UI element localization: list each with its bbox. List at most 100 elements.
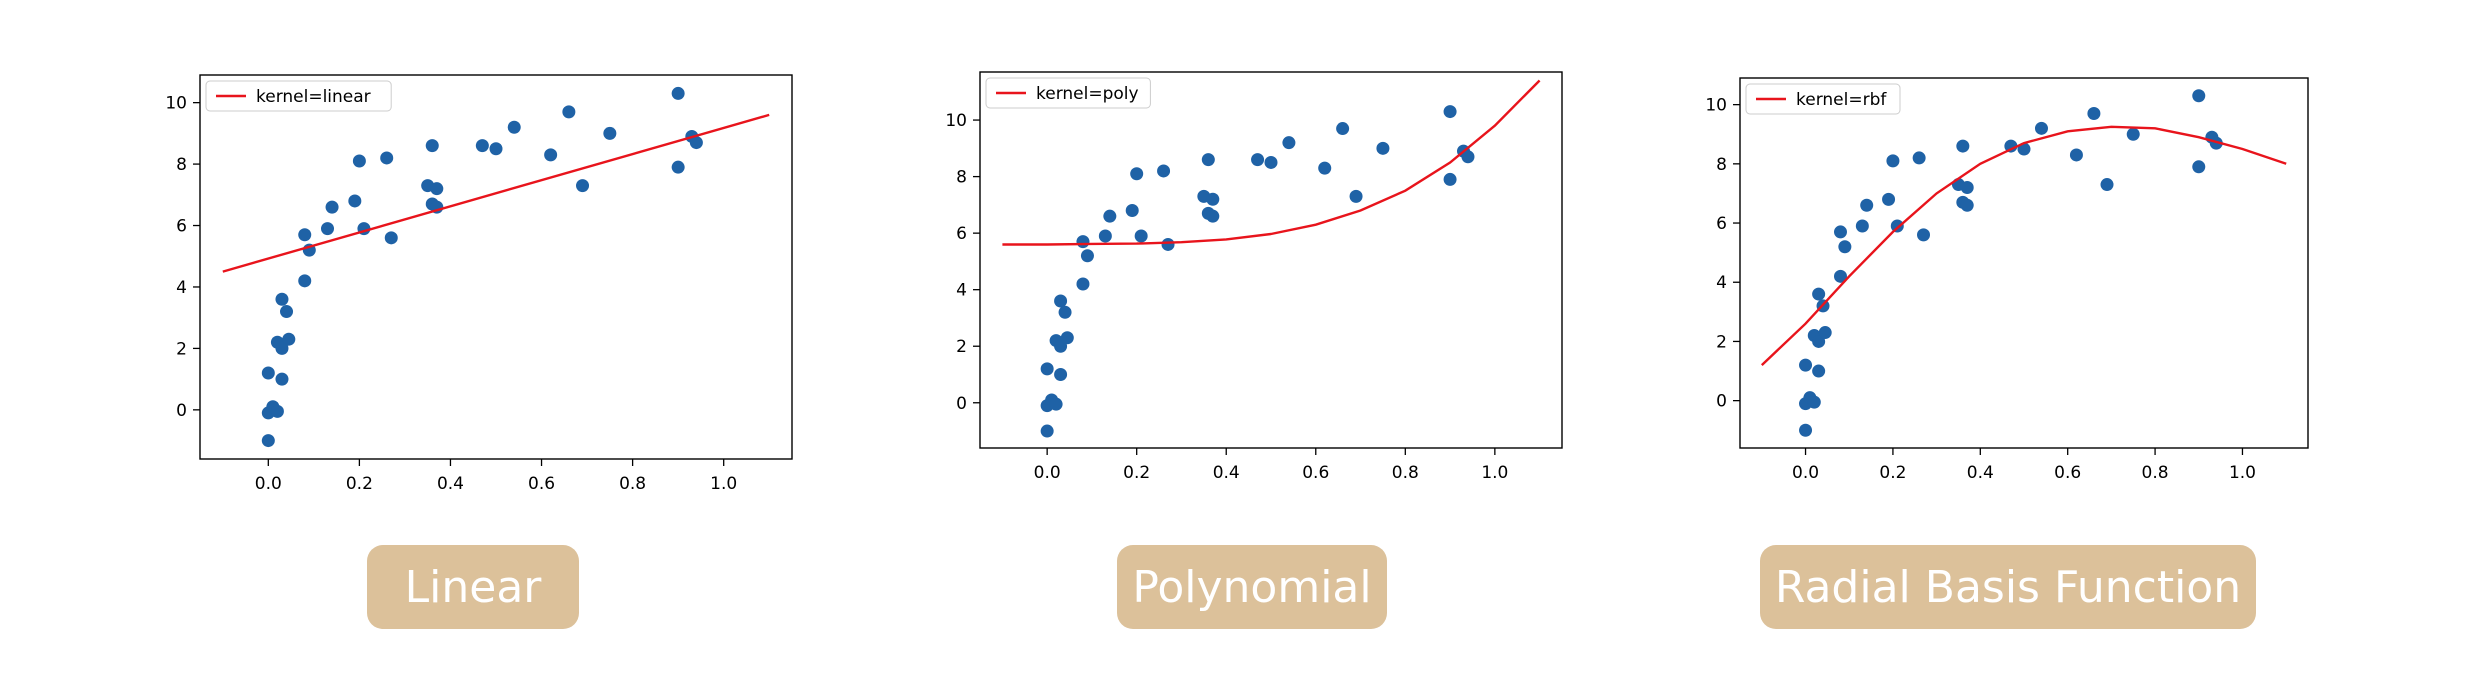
data-point — [1917, 228, 1931, 242]
data-point — [671, 160, 685, 174]
data-point — [1076, 277, 1090, 291]
data-point — [1130, 167, 1144, 181]
data-point — [1103, 209, 1117, 223]
data-point — [1376, 141, 1390, 155]
x-tick-label: 0.0 — [1034, 463, 1061, 483]
data-point — [1443, 105, 1457, 119]
data-point — [2192, 89, 2206, 103]
data-point — [1912, 151, 1926, 165]
data-point — [261, 366, 275, 380]
data-point — [270, 404, 284, 418]
axes-frame — [979, 71, 1563, 449]
data-point — [1206, 192, 1220, 206]
data-point — [325, 200, 339, 214]
x-tick-label: 0.4 — [437, 474, 464, 494]
data-point — [352, 154, 366, 168]
data-point — [1058, 305, 1072, 319]
data-point — [1040, 362, 1054, 376]
y-tick-label: 4 — [956, 281, 967, 301]
data-point — [298, 274, 312, 288]
y-tick-label: 10 — [945, 111, 967, 131]
y-tick-label: 10 — [1705, 96, 1727, 116]
data-point — [261, 434, 275, 448]
data-point — [384, 231, 398, 245]
data-point — [1799, 423, 1813, 437]
data-point — [321, 222, 335, 236]
data-point — [282, 332, 296, 346]
x-tick-label: 1.0 — [2229, 463, 2256, 483]
data-point — [1336, 122, 1350, 136]
data-point — [671, 86, 685, 100]
x-tick-label: 0.2 — [1879, 463, 1906, 483]
chart-panel-linear: 0.0 0.2 0.4 0.6 0.8 1.0 0 2 4 6 8 10 kernel=linear — [165, 74, 793, 494]
data-point — [1960, 181, 1974, 195]
y-tick-label: 2 — [956, 337, 967, 357]
data-point — [1264, 155, 1278, 169]
data-point — [1134, 229, 1148, 243]
caption-linear: Linear — [367, 545, 579, 629]
data-point — [1960, 198, 1974, 212]
data-point — [1157, 164, 1171, 178]
data-point — [1855, 219, 1869, 233]
legend-box — [205, 80, 392, 112]
data-point — [2004, 139, 2018, 153]
y-tick-label: 2 — [1716, 332, 1727, 352]
y-tick-label: 8 — [1716, 155, 1727, 175]
x-tick-label: 0.2 — [346, 474, 373, 494]
data-point — [1890, 219, 1904, 233]
y-tick-label: 10 — [165, 94, 187, 114]
data-point — [1818, 326, 1832, 340]
data-point — [1838, 240, 1852, 254]
data-point — [425, 139, 439, 153]
data-point — [1318, 161, 1332, 175]
data-point — [2069, 148, 2083, 162]
caption-rbf: Radial Basis Function — [1760, 545, 2256, 629]
legend-label: kernel=poly — [1036, 84, 1139, 104]
data-point — [1860, 198, 1874, 212]
data-point — [1125, 204, 1139, 218]
data-point — [1054, 367, 1068, 381]
data-point — [380, 151, 394, 165]
axes-frame — [199, 74, 793, 460]
data-point — [562, 105, 576, 119]
data-point — [2034, 121, 2048, 135]
x-tick-label: 0.2 — [1123, 463, 1150, 483]
y-tick-label: 6 — [1716, 214, 1727, 234]
y-tick-label: 8 — [956, 168, 967, 188]
fit-curve-linear — [222, 113, 770, 273]
data-point — [1812, 287, 1826, 301]
data-point — [430, 182, 444, 196]
data-point — [544, 148, 558, 162]
x-tick-label: 0.6 — [528, 474, 555, 494]
data-point — [507, 120, 521, 134]
y-tick-label: 0 — [956, 394, 967, 414]
data-point — [1282, 136, 1296, 150]
data-point — [1206, 209, 1220, 223]
data-point — [1812, 364, 1826, 378]
data-point — [1812, 334, 1826, 348]
y-tick-label: 0 — [1716, 392, 1727, 412]
y-tick-label: 4 — [176, 278, 187, 298]
legend-label: kernel=linear — [256, 87, 371, 107]
data-point — [2126, 127, 2140, 141]
data-point — [1886, 154, 1900, 168]
data-point — [1054, 294, 1068, 308]
data-point — [348, 194, 362, 208]
chart-panel-rbf: 0.0 0.2 0.4 0.6 0.8 1.0 0 2 4 6 8 10 kernel=rbf — [1705, 77, 2309, 483]
data-point — [1956, 139, 1970, 153]
y-tick-label: 2 — [176, 339, 187, 359]
x-tick-label: 0.8 — [2142, 463, 2169, 483]
y-tick-label: 6 — [956, 224, 967, 244]
data-point — [1349, 189, 1363, 203]
fit-curve-poly — [1002, 79, 1541, 246]
y-tick-label: 8 — [176, 155, 187, 175]
y-tick-label: 4 — [1716, 273, 1727, 293]
legend-box — [1745, 83, 1901, 115]
x-tick-label: 0.4 — [1967, 463, 1994, 483]
data-point — [1098, 229, 1112, 243]
data-point — [1060, 331, 1074, 345]
data-point — [603, 126, 617, 140]
data-point — [1080, 249, 1094, 263]
x-tick-label: 0.6 — [1302, 463, 1329, 483]
